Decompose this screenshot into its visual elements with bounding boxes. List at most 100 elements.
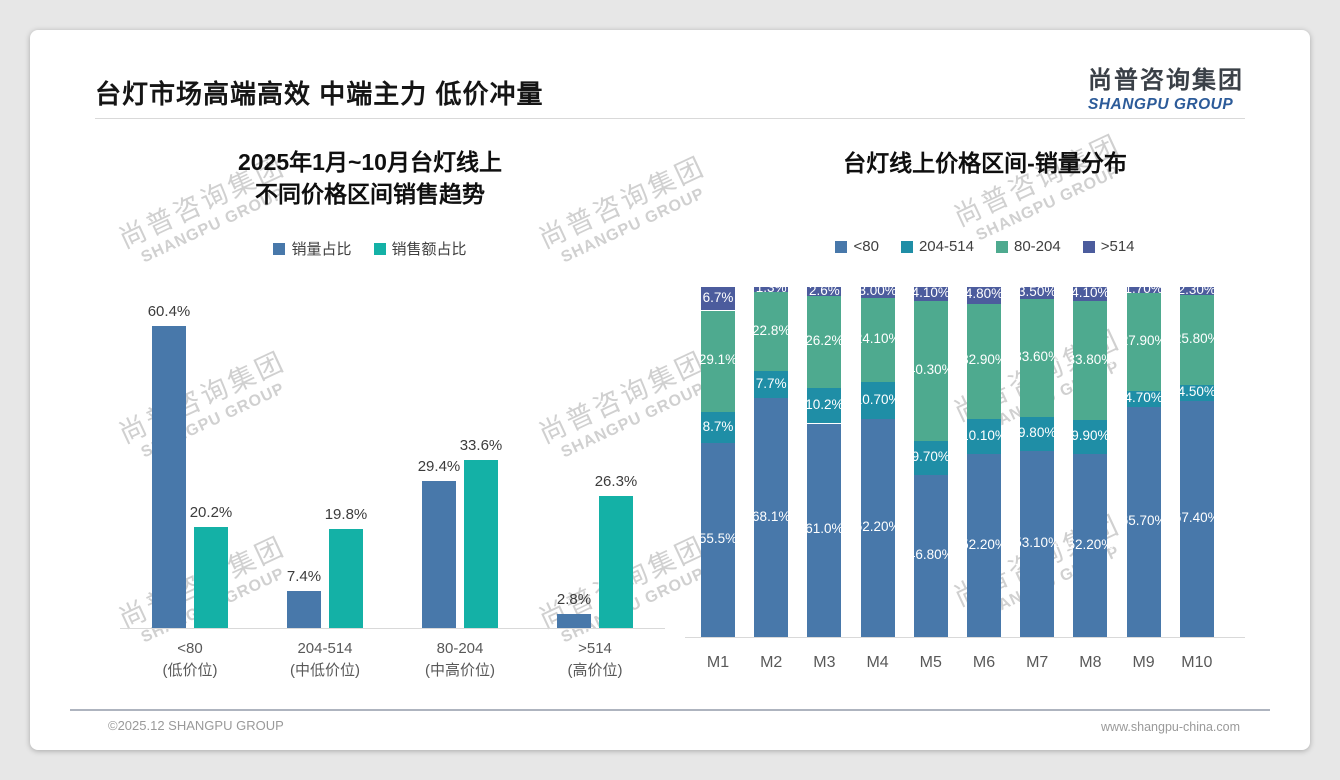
slide-card: 台灯市场高端高效 中端主力 低价冲量 尚普咨询集团 SHANGPU GROUP … xyxy=(30,30,1310,750)
segment-value-label: 8.7% xyxy=(702,418,734,434)
segment-value-label: 2.30% xyxy=(1177,282,1216,297)
segment-value-label: 9.90% xyxy=(1071,428,1110,443)
stacked-segment-80-204-M3 xyxy=(807,296,841,388)
bar-value-label: 33.6% xyxy=(459,437,503,454)
stacked-segment->514-M3 xyxy=(807,287,841,297)
segment-value-label: 61.0% xyxy=(805,521,844,537)
bar-销售额占比-80-204 xyxy=(464,460,498,628)
stacked-segment-<80-M3 xyxy=(807,423,841,637)
segment-value-label: 2.6% xyxy=(809,282,840,298)
x-axis-label-M1: M1 xyxy=(706,654,730,671)
category-range: <80 xyxy=(177,640,203,657)
bar-销售额占比->514 xyxy=(599,496,633,628)
legend-label: 销量占比 xyxy=(291,241,352,258)
x-axis-label-<80: <80 (低价位) xyxy=(125,638,255,682)
logo-chinese-text: 尚普咨询集团 xyxy=(1088,67,1244,94)
legend-swatch xyxy=(1082,240,1095,253)
x-axis-label-204-514: 204-514 (中低价位) xyxy=(260,638,390,682)
left-chart-title: 2025年1月~10月台灯线上 不同价格区间销售趋势 xyxy=(120,146,620,210)
segment-value-label: 24.10% xyxy=(854,330,901,346)
right-chart-x-axis xyxy=(685,637,1245,638)
x-axis-label-M7: M7 xyxy=(1026,654,1049,671)
legend-swatch xyxy=(900,240,913,253)
stacked-segment-80-204-M2 xyxy=(754,291,788,372)
logo-english-text: SHANGPU GROUP xyxy=(1088,96,1234,113)
bar-value-label: 19.8% xyxy=(324,506,368,523)
x-axis-label-M5: M5 xyxy=(919,654,942,671)
legend-label: 销售额占比 xyxy=(391,241,467,258)
x-axis-label-M4: M4 xyxy=(866,654,889,671)
segment-value-label: 52.20% xyxy=(1067,536,1114,552)
segment-value-label: 3.00% xyxy=(858,283,897,299)
segment-value-label: 40.30% xyxy=(907,362,954,378)
legend-label: >514 xyxy=(1100,238,1135,255)
legend-item->514: >514 xyxy=(1082,238,1135,255)
stacked-segment-204-514-M2 xyxy=(754,371,788,399)
stacked-segment-204-514-M9 xyxy=(1127,390,1161,407)
x-axis-label-M2: M2 xyxy=(760,654,783,671)
left-chart-legend: 销量占比 销售额占比 xyxy=(120,238,620,259)
stacked-segment-204-514-M5 xyxy=(914,441,948,475)
legend-label: 204-514 xyxy=(918,238,974,255)
segment-value-label: 10.70% xyxy=(854,391,901,407)
segment-value-label: 55.5% xyxy=(698,530,738,546)
stacked-segment-80-204-M1 xyxy=(701,310,735,413)
stacked-segment-80-204-M4 xyxy=(861,297,895,382)
legend-label: <80 xyxy=(853,238,879,255)
segment-value-label: 10.2% xyxy=(805,396,844,412)
segment-value-label: 6.7% xyxy=(702,289,734,305)
x-axis-label-M8: M8 xyxy=(1079,654,1102,671)
stacked-segment-204-514-M4 xyxy=(861,381,895,420)
stacked-segment-204-514-M6 xyxy=(967,418,1001,455)
segment-value-label: 32.90% xyxy=(961,352,1007,368)
watermark-chinese: 尚普咨询集团 xyxy=(114,345,291,450)
stacked-segment-204-514-M7 xyxy=(1020,416,1054,452)
stacked-segment-<80-M2 xyxy=(754,398,788,637)
bar-销量占比-80-204 xyxy=(422,481,456,628)
stacked-segment-80-204-M10 xyxy=(1180,295,1214,386)
stacked-segment-80-204-M6 xyxy=(967,303,1001,419)
legend-swatch xyxy=(373,242,386,255)
segment-value-label: 26.2% xyxy=(805,333,844,348)
category-range: 204-514 xyxy=(297,640,353,657)
bar-value-label: 7.4% xyxy=(286,568,322,585)
segment-value-label: 9.70% xyxy=(911,448,950,464)
x-axis-label-M6: M6 xyxy=(972,654,996,671)
stacked-segment->514-M5 xyxy=(914,287,948,302)
legend-item-销量占比: 销量占比 xyxy=(273,238,352,259)
legend-item-<80: <80 xyxy=(835,238,879,255)
segment-value-label: 1.70% xyxy=(1124,281,1163,296)
segment-value-label: 27.90% xyxy=(1120,332,1167,348)
stacked-segment-<80-M1 xyxy=(701,442,735,637)
bar-销量占比->514 xyxy=(557,614,591,628)
legend-swatch xyxy=(996,240,1008,253)
bar-销售额占比-<80 xyxy=(194,527,228,628)
stacked-segment->514-M2 xyxy=(754,287,788,292)
segment-value-label: 10.10% xyxy=(961,427,1007,443)
stacked-segment->514-M1 xyxy=(701,287,735,311)
x-axis-label-M3: M3 xyxy=(813,654,836,671)
stacked-segment-80-204-M9 xyxy=(1127,293,1161,391)
segment-value-label: 7.7% xyxy=(755,375,787,391)
stacked-segment-80-204-M5 xyxy=(914,301,948,441)
segment-value-label: 4.70% xyxy=(1124,389,1163,405)
left-chart-x-axis xyxy=(120,628,665,629)
legend-item-204-514: 204-514 xyxy=(900,238,974,255)
segment-value-label: 29.1% xyxy=(698,352,738,368)
stacked-segment-<80-M9 xyxy=(1127,407,1161,637)
stacked-segment->514-M4 xyxy=(861,287,895,298)
category-tier: (低价位) xyxy=(162,662,218,679)
segment-value-label: 33.60% xyxy=(1014,349,1061,364)
stacked-segment-<80-M7 xyxy=(1020,451,1054,637)
segment-value-label: 68.1% xyxy=(752,508,791,524)
stacked-segment-<80-M4 xyxy=(861,419,895,637)
x-axis-label->514: >514 (高价位) xyxy=(530,638,660,682)
right-chart-title: 台灯线上价格区间-销量分布 xyxy=(843,150,1127,176)
segment-value-label: 65.70% xyxy=(1120,513,1167,528)
footer-copyright: ©2025.12 SHANGPU GROUP xyxy=(108,718,284,733)
bar-销量占比-204-514 xyxy=(287,591,321,628)
segment-value-label: 1.3% xyxy=(755,280,787,296)
stacked-segment-<80-M8 xyxy=(1073,454,1107,637)
segment-value-label: 4.50% xyxy=(1177,384,1216,400)
